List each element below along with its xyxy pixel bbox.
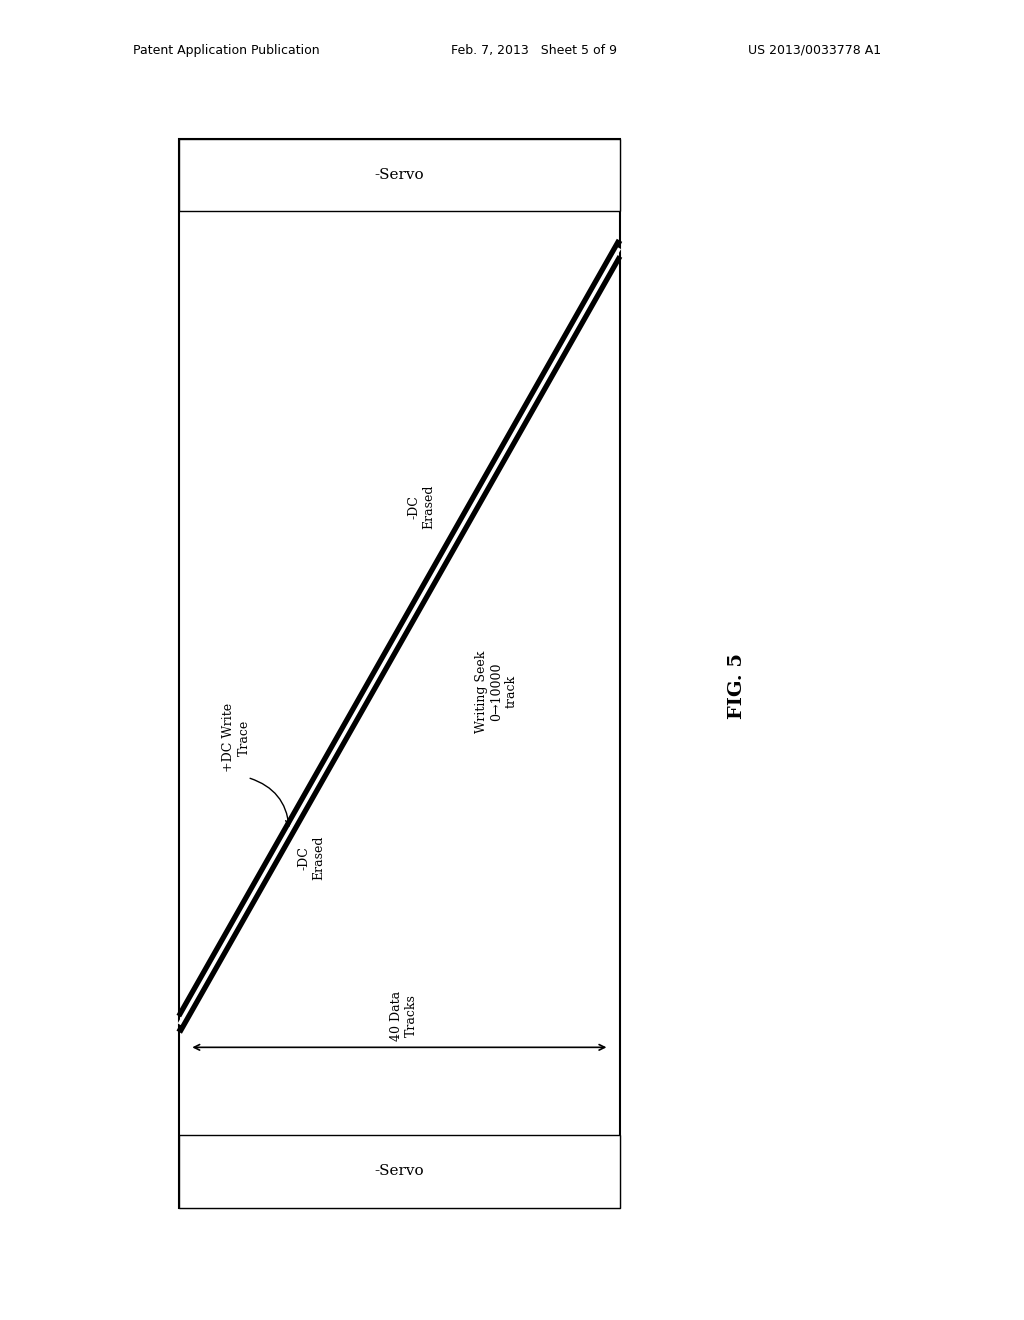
Bar: [179, 1135, 620, 1208]
Bar: [179, 139, 620, 1208]
Text: Feb. 7, 2013   Sheet 5 of 9: Feb. 7, 2013 Sheet 5 of 9: [451, 44, 616, 57]
Text: -Servo: -Servo: [375, 168, 424, 182]
Text: 40 Data
Tracks: 40 Data Tracks: [390, 990, 418, 1040]
Text: Patent Application Publication: Patent Application Publication: [133, 44, 319, 57]
Text: Writing Seek
0→10000
track: Writing Seek 0→10000 track: [475, 651, 518, 733]
Text: -DC
Erased: -DC Erased: [408, 484, 435, 529]
Text: FIG. 5: FIG. 5: [728, 653, 746, 719]
Text: +DC Write
Trace: +DC Write Trace: [222, 704, 251, 772]
Text: -Servo: -Servo: [375, 1164, 424, 1179]
Text: -DC
Erased: -DC Erased: [297, 836, 326, 880]
Text: US 2013/0033778 A1: US 2013/0033778 A1: [748, 44, 881, 57]
Bar: [179, 139, 620, 211]
